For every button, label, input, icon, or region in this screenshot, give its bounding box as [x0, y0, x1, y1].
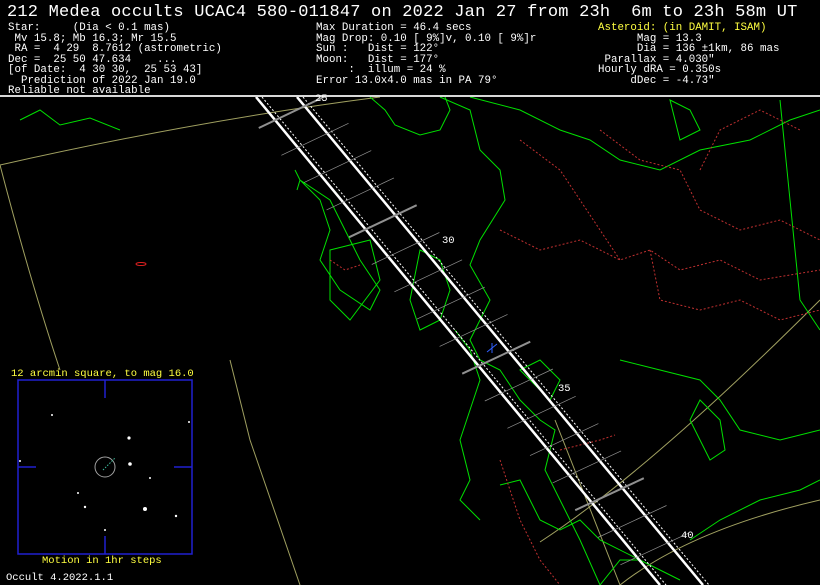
- time-label: 40: [681, 530, 694, 542]
- asteroid-heading: Asteroid: (in DAMIT, ISAM): [598, 22, 767, 34]
- time-tick: [303, 150, 372, 183]
- star-line: RA = 4 29 8.7612 (astrometric): [8, 43, 222, 55]
- time-label: 25: [315, 93, 328, 105]
- asteroid-line: Dia = 136 ±1km, 86 mas: [598, 43, 780, 55]
- star-dot: [51, 414, 53, 416]
- time-tick: [439, 314, 508, 347]
- asteroid-line: Parallax = 4.030": [598, 53, 715, 66]
- target-circle: [94, 456, 116, 478]
- star-dot: [19, 460, 21, 462]
- star-dot: [127, 436, 131, 440]
- time-tick: [574, 477, 645, 512]
- event-line: Sun : Dist = 122°: [316, 43, 440, 55]
- coastlines: [19, 97, 820, 585]
- time-tick: [281, 122, 349, 156]
- star-line: Dec = 25 50 47.634 ...: [8, 53, 177, 66]
- star-dot: [83, 505, 87, 509]
- asteroid-marker: [135, 262, 147, 266]
- time-tick: [552, 450, 622, 484]
- star-dot: [143, 507, 147, 511]
- star-line: [of Date: 4 30 30, 25 53 43]: [8, 64, 203, 76]
- header-panel: 212 Medea occults UCAC4 580-011847 on 20…: [0, 0, 820, 97]
- event-line: Error 13.0x4.0 mas in PA 79°: [316, 74, 498, 87]
- finder-caption-bottom: Motion in 1hr steps: [42, 555, 162, 567]
- shadow-path: [255, 97, 710, 585]
- asteroid-line: dDec = -4.73": [598, 74, 715, 87]
- star-dot: [188, 421, 190, 423]
- header-divider: [0, 95, 820, 97]
- grid-lines: [0, 97, 820, 585]
- time-tick: [507, 395, 576, 429]
- star-line: Reliable not available: [8, 85, 151, 97]
- time-tick: [371, 232, 440, 265]
- asteroid-line: Hourly dRA = 0.350s: [598, 64, 722, 76]
- path-map[interactable]: [0, 97, 820, 585]
- asteroid-line: Mag = 13.3: [598, 32, 702, 45]
- time-ticks: [258, 97, 690, 566]
- star-dot: [77, 492, 79, 494]
- star-dot: [104, 529, 106, 531]
- star-line: Mv 15.8; Mb 16.3; Mr 15.5: [8, 32, 177, 45]
- version-label: Occult 4.2022.1.1: [6, 572, 114, 584]
- star-line: Prediction of 2022 Jan 19.0: [8, 74, 196, 87]
- time-tick: [416, 286, 485, 320]
- event-line: : illum = 24 %: [316, 64, 446, 76]
- time-tick: [484, 368, 554, 402]
- time-tick: [597, 505, 667, 538]
- event-line: Max Duration = 46.4 secs: [316, 22, 472, 34]
- finder-chart: [17, 379, 193, 555]
- event-title: 212 Medea occults UCAC4 580-011847 on 20…: [7, 3, 798, 22]
- star-dot: [174, 514, 178, 518]
- country-borders: [329, 109, 820, 585]
- time-tick: [620, 532, 690, 566]
- time-tick: [348, 204, 418, 239]
- finder-caption-top: 12 arcmin square, to mag 16.0: [11, 368, 194, 380]
- time-tick: [529, 423, 599, 456]
- time-tick: [258, 97, 327, 129]
- time-label: 30: [442, 235, 455, 247]
- time-label: 35: [558, 383, 571, 395]
- center-cross-icon: [486, 343, 498, 353]
- star-line: Star: (Dia < 0.1 mas): [8, 22, 170, 34]
- event-line: Mag Drop: 0.10 [ 9%]v, 0.10 [ 9%]r: [316, 32, 537, 45]
- time-tick: [326, 177, 395, 211]
- star-dot: [149, 477, 151, 479]
- event-line: Moon: Dist = 177°: [316, 53, 440, 66]
- time-tick: [461, 340, 531, 375]
- star-dot: [128, 462, 132, 466]
- time-tick: [394, 259, 463, 293]
